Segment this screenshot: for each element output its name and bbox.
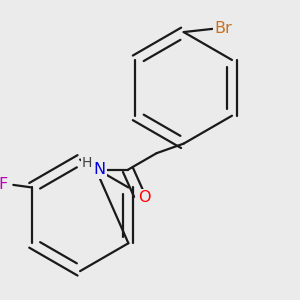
Text: F: F [0,177,8,192]
Text: O: O [139,190,151,205]
Text: H: H [82,156,92,170]
Text: N: N [93,162,105,177]
Text: Br: Br [214,21,232,36]
